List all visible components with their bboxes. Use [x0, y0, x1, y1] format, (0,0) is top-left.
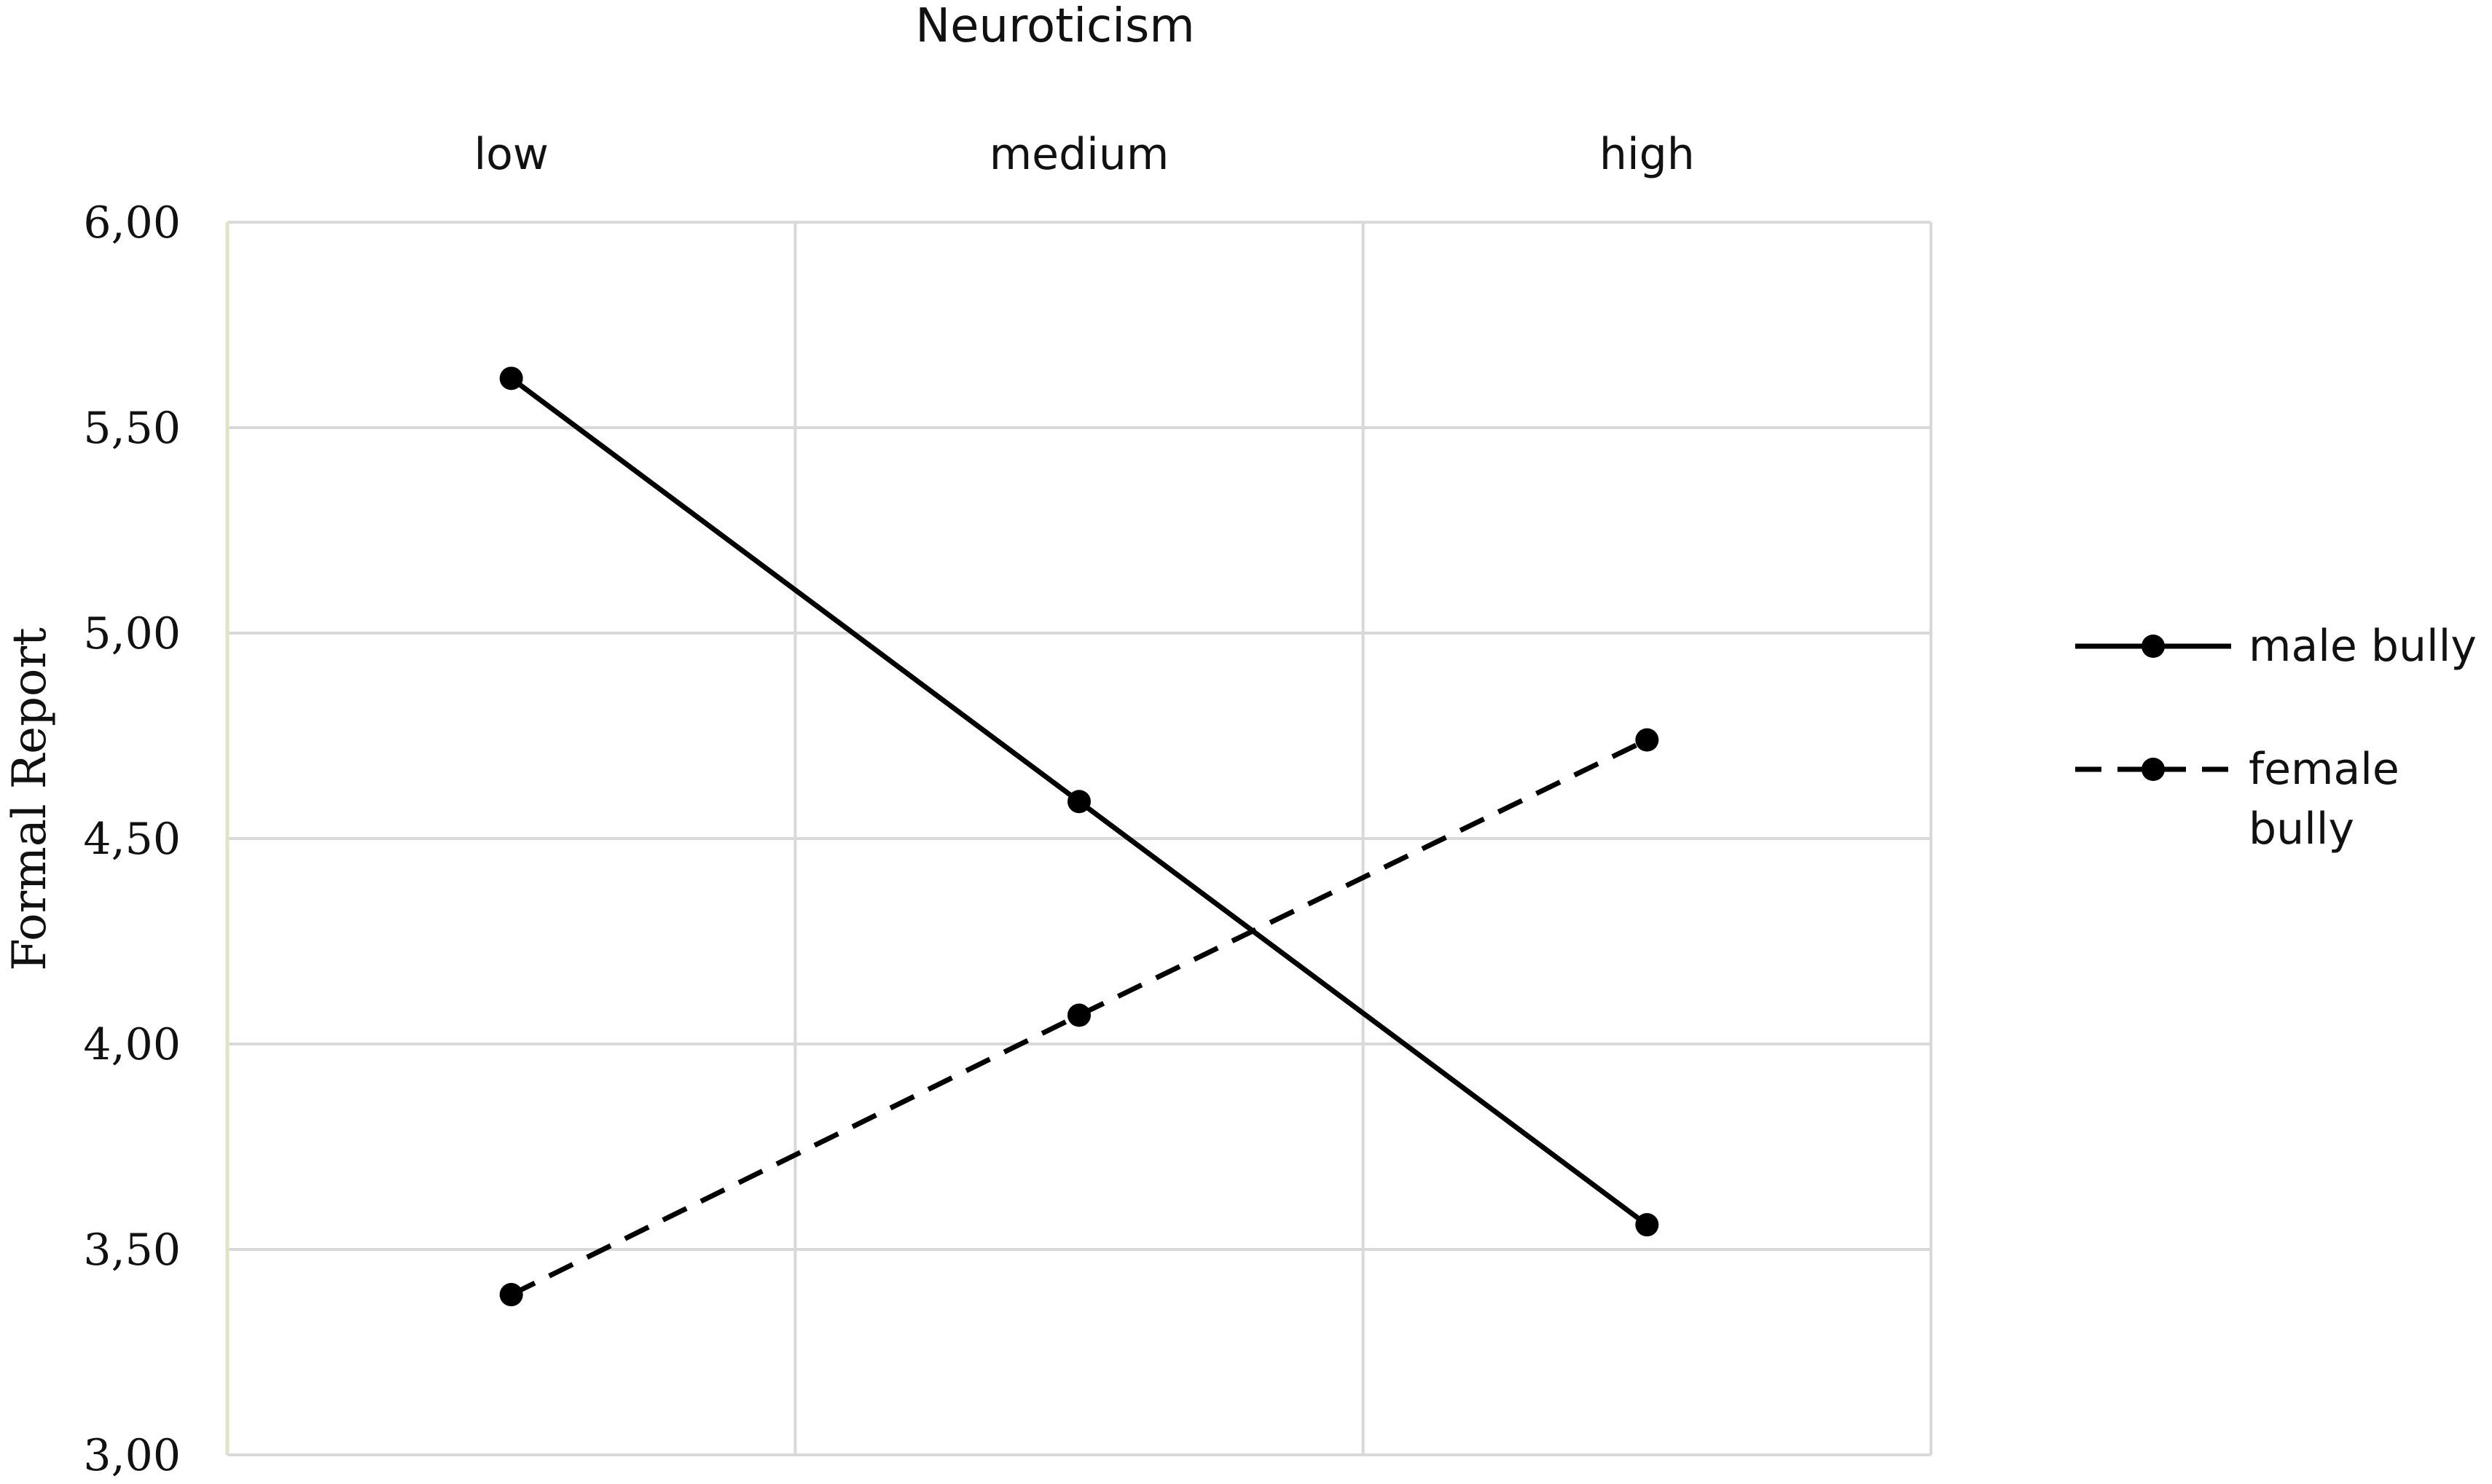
- y-tick-label: 3,00: [83, 1430, 181, 1481]
- legend-marker: [2142, 635, 2165, 658]
- y-tick-label: 4,00: [83, 1019, 181, 1070]
- data-point: [1067, 790, 1091, 814]
- data-point: [1635, 728, 1659, 752]
- y-tick-label: 5,00: [83, 608, 181, 659]
- y-tick-label: 6,00: [83, 197, 181, 248]
- data-point: [499, 366, 523, 390]
- grid-lines: [227, 221, 1932, 1455]
- y-axis-title: Formal Report: [3, 627, 57, 971]
- legend-label: male bully: [2249, 621, 2477, 672]
- category-label: high: [1599, 129, 1695, 180]
- legend-label: female bully: [2249, 744, 2399, 855]
- y-tick-labels: 3,00 3,50 4,00 4,50 5,00 5,50 6,00: [83, 197, 181, 1481]
- y-tick-label: 5,50: [83, 403, 181, 454]
- data-point: [1635, 1213, 1659, 1237]
- axes: [225, 222, 1931, 1456]
- y-tick-label: 4,50: [83, 814, 181, 865]
- y-tick-label: 3,50: [83, 1225, 181, 1276]
- data-point: [499, 1283, 523, 1307]
- legend: male bully female bully: [2075, 621, 2477, 855]
- category-label: medium: [990, 129, 1169, 180]
- chart-title: Neuroticism: [915, 0, 1194, 53]
- series: [499, 366, 1659, 1307]
- data-point: [1067, 1003, 1091, 1027]
- category-label: low: [474, 129, 548, 180]
- legend-marker: [2142, 758, 2165, 781]
- category-labels: low medium high: [474, 129, 1694, 180]
